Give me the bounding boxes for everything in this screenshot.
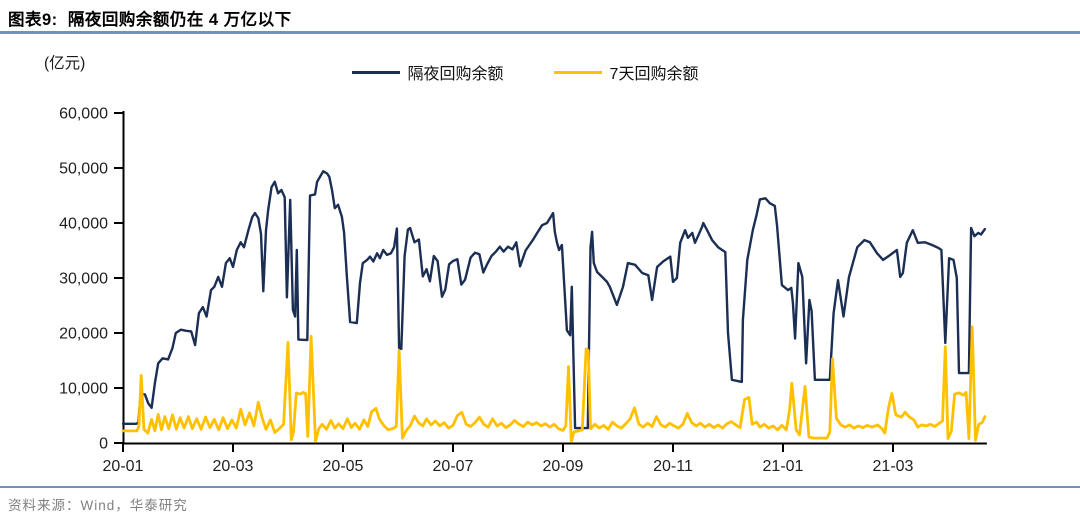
overnight-line-swatch [351, 70, 400, 74]
y-tick-label: 40,000 [59, 216, 108, 233]
footer-divider-line [0, 486, 1080, 488]
y-tick-label: 10,000 [59, 381, 108, 398]
legend-item-seven-day: 7天回购余额 [553, 60, 699, 84]
title-divider-line [0, 31, 1080, 34]
y-tick-label: 30,000 [59, 271, 108, 288]
series-overnight-line [121, 170, 987, 430]
x-tick-label: 20-11 [653, 458, 693, 475]
legend-label-overnight: 隔夜回购余额 [407, 66, 504, 83]
x-tick-label: 20-09 [543, 458, 584, 475]
y-axis-unit-label: (亿元) [44, 55, 86, 72]
legend-label-seven-day: 7天回购余额 [609, 66, 699, 83]
y-tick-label: 0 [99, 436, 108, 453]
series-seven_day-line [121, 325, 987, 443]
x-tick-label: 20-03 [213, 458, 254, 475]
x-tick-label: 20-05 [323, 458, 364, 475]
x-tick-label: 21-01 [763, 458, 804, 475]
source-note: 资料来源：Wind，华泰研究 [8, 498, 188, 513]
x-tick-label: 21-03 [873, 458, 914, 475]
figure-title: 图表9: 隔夜回购余额仍在 4 万亿以下 [8, 11, 292, 29]
y-tick-label: 50,000 [59, 161, 108, 178]
chart-legend: 隔夜回购余额 7天回购余额 [0, 60, 1050, 84]
seven-day-line-swatch [553, 70, 602, 74]
legend-item-overnight: 隔夜回购余额 [351, 60, 504, 84]
y-tick-label: 60,000 [59, 106, 108, 123]
y-tick-label: 20,000 [59, 326, 108, 343]
x-tick-label: 20-07 [433, 458, 474, 475]
x-tick-label: 20-01 [103, 458, 144, 475]
